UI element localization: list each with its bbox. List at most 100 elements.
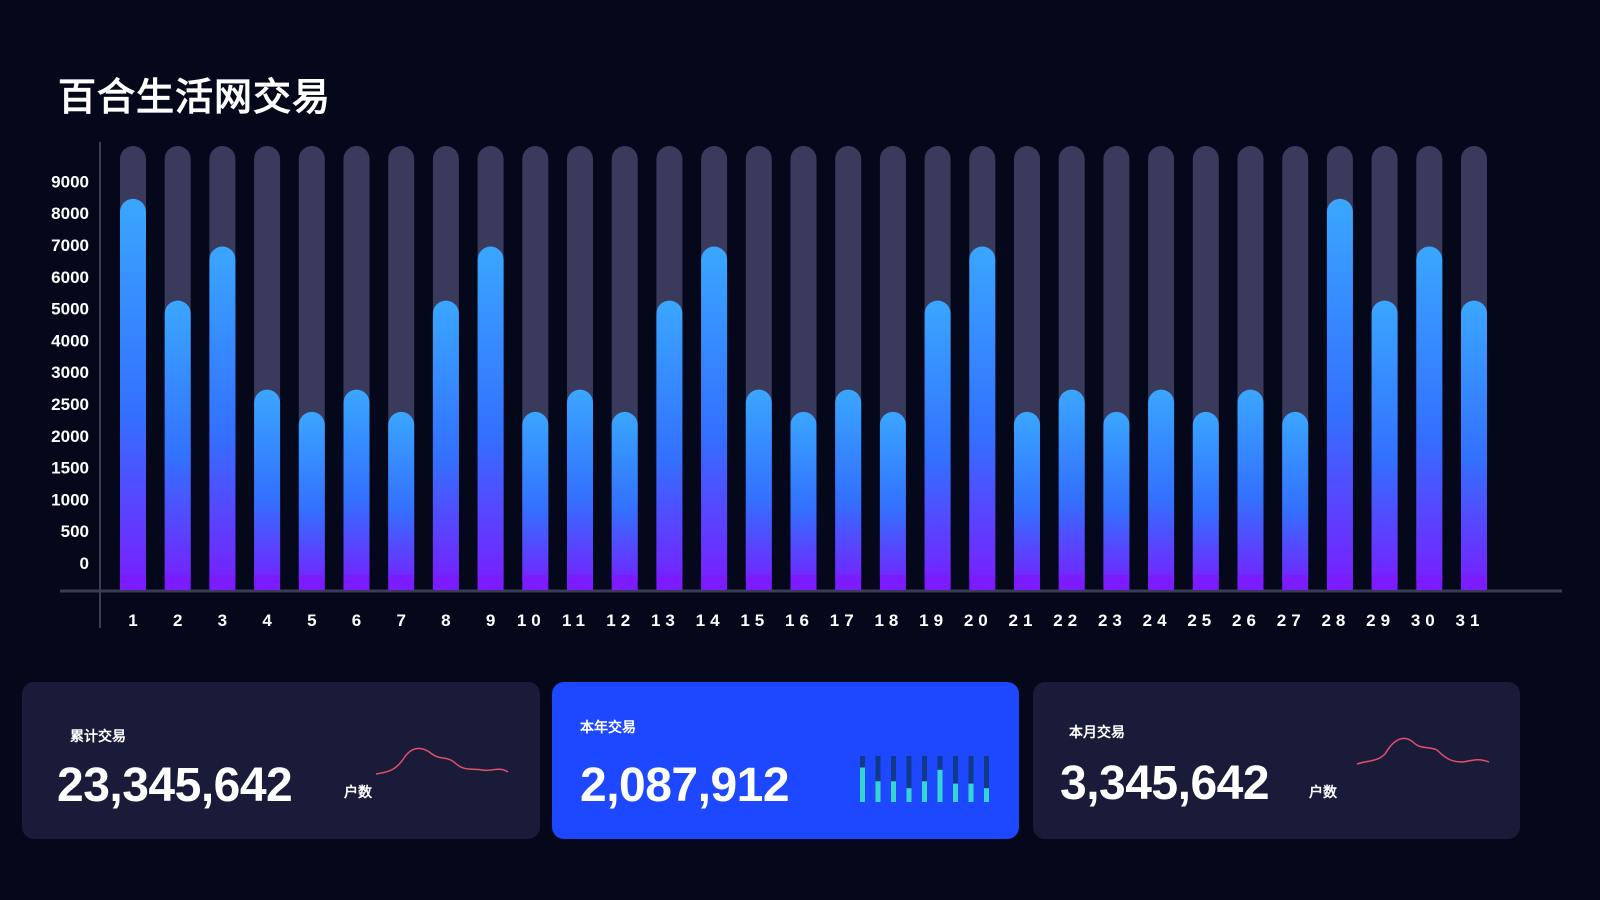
x-tick-label: 26: [1232, 611, 1261, 630]
mini-bar: [937, 769, 943, 802]
mini-bar-track: [984, 756, 989, 802]
card-value: 2,087,912: [580, 759, 790, 812]
bar-base: [1326, 575, 1353, 590]
bar: [835, 389, 862, 590]
card-unit: 户数: [1309, 784, 1337, 800]
bar-base: [611, 575, 638, 590]
sparkline: [375, 747, 509, 775]
y-tick-label: 1500: [51, 459, 89, 478]
x-tick-label: 3: [218, 611, 227, 630]
x-tick-label: 10: [517, 611, 546, 630]
bar-base: [790, 575, 817, 590]
bar: [567, 389, 593, 590]
bar-base: [298, 575, 325, 590]
bar-base: [745, 575, 772, 590]
bar: [1461, 300, 1487, 590]
card-unit: 户数: [344, 784, 372, 800]
bar: [1058, 389, 1085, 590]
mini-bar: [891, 781, 896, 802]
bar: [209, 246, 236, 591]
y-tick-label: 3000: [51, 363, 89, 382]
x-tick-label: 4: [262, 611, 272, 630]
bar-base: [164, 575, 191, 590]
x-tick-label: 13: [651, 611, 680, 630]
x-tick-label: 21: [1009, 611, 1038, 630]
bar: [969, 246, 996, 591]
card-label: 本月交易: [1069, 724, 1125, 740]
y-tick-label: 6000: [51, 268, 89, 287]
bar-base: [1416, 575, 1443, 590]
bar: [1192, 411, 1219, 590]
mini-bar-track: [875, 756, 881, 802]
x-tick-label: 31: [1456, 611, 1485, 630]
x-tick-label: 9: [486, 611, 495, 630]
bar: [1014, 411, 1040, 590]
card-month-transactions: 本月交易 3,345,642 户数: [1033, 682, 1520, 839]
x-tick-label: 5: [307, 611, 316, 630]
bar-base: [1192, 575, 1219, 590]
x-tick-label: 19: [919, 611, 948, 630]
y-tick-label: 500: [61, 522, 89, 541]
bar-base: [879, 575, 906, 590]
bar: [656, 300, 683, 590]
bar: [388, 411, 415, 590]
mini-bar: [968, 783, 974, 802]
bar-base: [835, 575, 862, 590]
card-label: 本年交易: [580, 719, 636, 735]
bar-base: [254, 575, 281, 590]
x-tick-label: 30: [1411, 611, 1440, 630]
mini-bar-track: [953, 756, 958, 802]
bar-base: [1014, 575, 1040, 590]
bar-base: [1103, 575, 1130, 590]
bar: [120, 198, 146, 590]
mini-bar: [860, 767, 865, 802]
bar: [611, 411, 638, 590]
card-total-transactions: 累计交易 23,345,642 户数: [22, 682, 540, 839]
y-tick-label: 5000: [51, 300, 89, 319]
mini-bar-track: [891, 756, 896, 802]
x-tick-label: 15: [740, 611, 769, 630]
x-tick-label: 22: [1053, 611, 1082, 630]
bar: [477, 246, 504, 591]
bar-base: [1058, 575, 1085, 590]
card-year-transactions: 本年交易 2,087,912: [552, 682, 1019, 839]
bar-base: [701, 575, 728, 590]
mini-bar-chart: [860, 756, 989, 802]
y-tick-label: 2000: [51, 427, 89, 446]
bar-base: [1237, 575, 1264, 590]
x-tick-label: 16: [785, 611, 814, 630]
bar: [298, 411, 325, 590]
bar-base: [522, 575, 549, 590]
x-tick-label: 14: [696, 611, 725, 630]
x-tick-label: 25: [1187, 611, 1216, 630]
x-tick-label: 27: [1277, 611, 1306, 630]
bar-base: [969, 575, 996, 590]
bar: [254, 389, 281, 590]
x-tick-label: 29: [1366, 611, 1395, 630]
mini-bar-track: [906, 756, 912, 802]
y-tick-label: 2500: [51, 395, 89, 414]
x-tick-label: 6: [352, 611, 361, 630]
bar: [1282, 411, 1309, 590]
mini-bar-track: [968, 756, 974, 802]
card-value: 23,345,642: [57, 759, 293, 812]
bar: [924, 300, 951, 590]
bar: [1371, 300, 1398, 590]
bar: [343, 389, 370, 590]
bar-base: [388, 575, 415, 590]
x-tick-label: 20: [964, 611, 993, 630]
mini-bar: [906, 788, 912, 802]
x-tick-label: 17: [830, 611, 859, 630]
y-tick-label: 1000: [51, 490, 89, 509]
bar-base: [432, 575, 459, 590]
mini-bar: [875, 781, 881, 802]
bar-base: [567, 575, 593, 590]
bar-base: [924, 575, 951, 590]
bar: [164, 300, 191, 590]
card-label: 累计交易: [70, 728, 126, 744]
x-tick-label: 11: [562, 611, 590, 630]
card-value: 3,345,642: [1060, 757, 1270, 810]
bar-base: [209, 575, 236, 590]
sparkline: [1356, 737, 1490, 765]
bar-base: [1282, 575, 1309, 590]
